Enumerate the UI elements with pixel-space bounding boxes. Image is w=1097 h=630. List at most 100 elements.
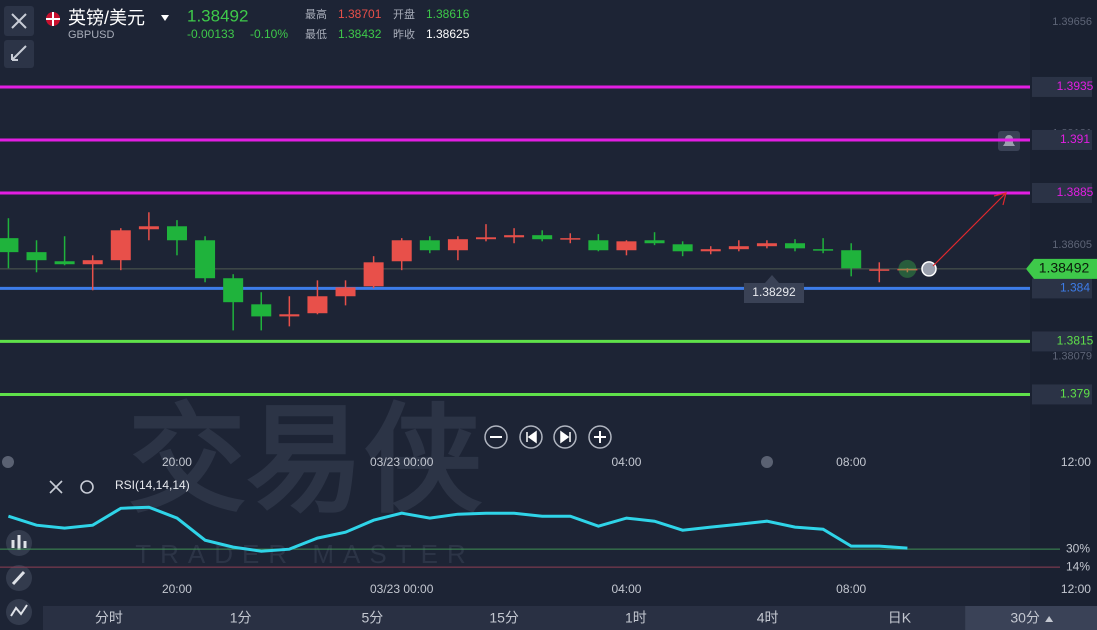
draw-tool[interactable] xyxy=(6,565,32,591)
level-label: 1.3815 xyxy=(1057,334,1094,348)
tab[interactable]: 1分 xyxy=(230,610,252,626)
candle-body xyxy=(391,240,412,262)
y-tick-label: 1.39656 xyxy=(1052,16,1092,28)
info-marker[interactable] xyxy=(921,261,937,277)
candle-body xyxy=(447,239,468,251)
symbol-title[interactable]: 英镑/美元 xyxy=(68,8,145,28)
symbol-code: GBPUSD xyxy=(68,29,115,41)
indicator-tool[interactable] xyxy=(6,530,32,556)
x-tick-label: 04:00 xyxy=(611,582,641,596)
candle-body xyxy=(279,314,300,317)
scroll-dot[interactable] xyxy=(2,456,14,468)
candle-body xyxy=(223,278,244,303)
candle-body xyxy=(504,235,525,238)
tab[interactable]: 分时 xyxy=(95,610,123,626)
level-label: 1.3935 xyxy=(1057,79,1094,93)
y-tick-label: 1.38605 xyxy=(1052,239,1092,251)
candle-body xyxy=(532,235,553,240)
stat-value: 1.38616 xyxy=(426,7,470,21)
tab[interactable]: 日K xyxy=(888,610,912,626)
stat-label: 最低 xyxy=(305,28,327,41)
zoom-out[interactable] xyxy=(484,425,508,449)
indicator-settings[interactable] xyxy=(80,480,94,494)
collapse-icon xyxy=(11,45,27,61)
stat-label: 昨收 xyxy=(393,27,415,41)
candle-body xyxy=(195,240,216,279)
candle-body xyxy=(26,252,47,261)
candle-body xyxy=(419,240,440,251)
crosshair-tag xyxy=(744,283,804,303)
candle-body xyxy=(110,230,131,261)
close-icon xyxy=(11,13,27,29)
candle-body xyxy=(869,269,890,271)
change: -0.00133 xyxy=(187,27,235,41)
go-start[interactable] xyxy=(519,425,543,449)
candle-body xyxy=(251,304,272,317)
tab-active[interactable] xyxy=(965,606,1097,630)
indicator-title: RSI(14,14,14) xyxy=(115,478,190,492)
chart-tool[interactable] xyxy=(6,599,32,625)
tab[interactable]: 1时 xyxy=(625,610,647,626)
stat-label: 开盘 xyxy=(393,7,415,21)
level-tag xyxy=(1032,278,1092,299)
candle-body xyxy=(672,244,693,252)
trend-arrow xyxy=(932,192,1007,267)
x-tick-label: 12:00 xyxy=(1061,455,1091,469)
candle-body xyxy=(813,249,834,251)
stat-value: 1.38432 xyxy=(338,27,382,41)
tab[interactable]: 15分 xyxy=(489,610,519,626)
candle-body xyxy=(644,240,665,244)
dropdown-arrow[interactable] xyxy=(161,15,169,21)
indicator-close[interactable] xyxy=(49,480,63,494)
x-tick-label: 20:00 xyxy=(162,582,192,596)
watermark-title: 交易侠 xyxy=(128,395,483,527)
candle-body xyxy=(0,238,19,253)
zoom-in[interactable] xyxy=(588,425,612,449)
x-tick-label: 20:00 xyxy=(162,455,192,469)
price: 1.38492 xyxy=(187,6,248,25)
x-tick-label: 03/23 00:00 xyxy=(370,455,434,469)
candle-body xyxy=(166,226,187,241)
candle-body xyxy=(363,262,384,287)
change-pct: -0.10% xyxy=(250,27,288,41)
candle-body xyxy=(728,246,749,250)
x-tick-label: 08:00 xyxy=(836,455,866,469)
flag-cross xyxy=(46,12,60,26)
stat-value: 1.38625 xyxy=(426,27,470,41)
level-label: 1.3885 xyxy=(1057,185,1094,199)
x-tick-label: 08:00 xyxy=(836,582,866,596)
scroll-dot[interactable] xyxy=(761,456,773,468)
level-label: 1.391 xyxy=(1060,132,1090,146)
go-end[interactable] xyxy=(553,425,577,449)
level-tag xyxy=(1032,76,1092,97)
candle-body xyxy=(588,240,609,251)
candle-body xyxy=(616,241,637,251)
candle-body xyxy=(841,250,862,269)
candle-body xyxy=(82,260,103,265)
crosshair-tag-tip xyxy=(765,275,779,283)
stat-label: 最高 xyxy=(305,7,327,21)
level-tag xyxy=(1032,182,1092,203)
level-tag xyxy=(1032,384,1092,405)
tab[interactable]: 5分 xyxy=(361,610,383,626)
candle-body xyxy=(560,238,581,240)
level-tag xyxy=(1032,331,1092,352)
y-tick-label: 1.38079 xyxy=(1052,350,1092,362)
tab-arrow[interactable] xyxy=(1045,616,1054,622)
crosshair-label: 1.38292 xyxy=(752,285,796,299)
y-tick-label: 14% xyxy=(1066,559,1090,573)
candle-body xyxy=(785,243,806,249)
price-axis-panel xyxy=(1030,0,1097,606)
tab[interactable]: 4时 xyxy=(757,610,779,626)
candle-body xyxy=(335,287,356,297)
last-price-tag xyxy=(1026,258,1097,279)
level-label: 1.379 xyxy=(1060,387,1090,401)
y-tick-label: 30% xyxy=(1066,541,1090,555)
x-tick-label: 04:00 xyxy=(611,455,641,469)
candle-body xyxy=(138,226,159,230)
candle-body xyxy=(700,249,721,252)
tab[interactable]: 30分 xyxy=(1010,610,1040,626)
